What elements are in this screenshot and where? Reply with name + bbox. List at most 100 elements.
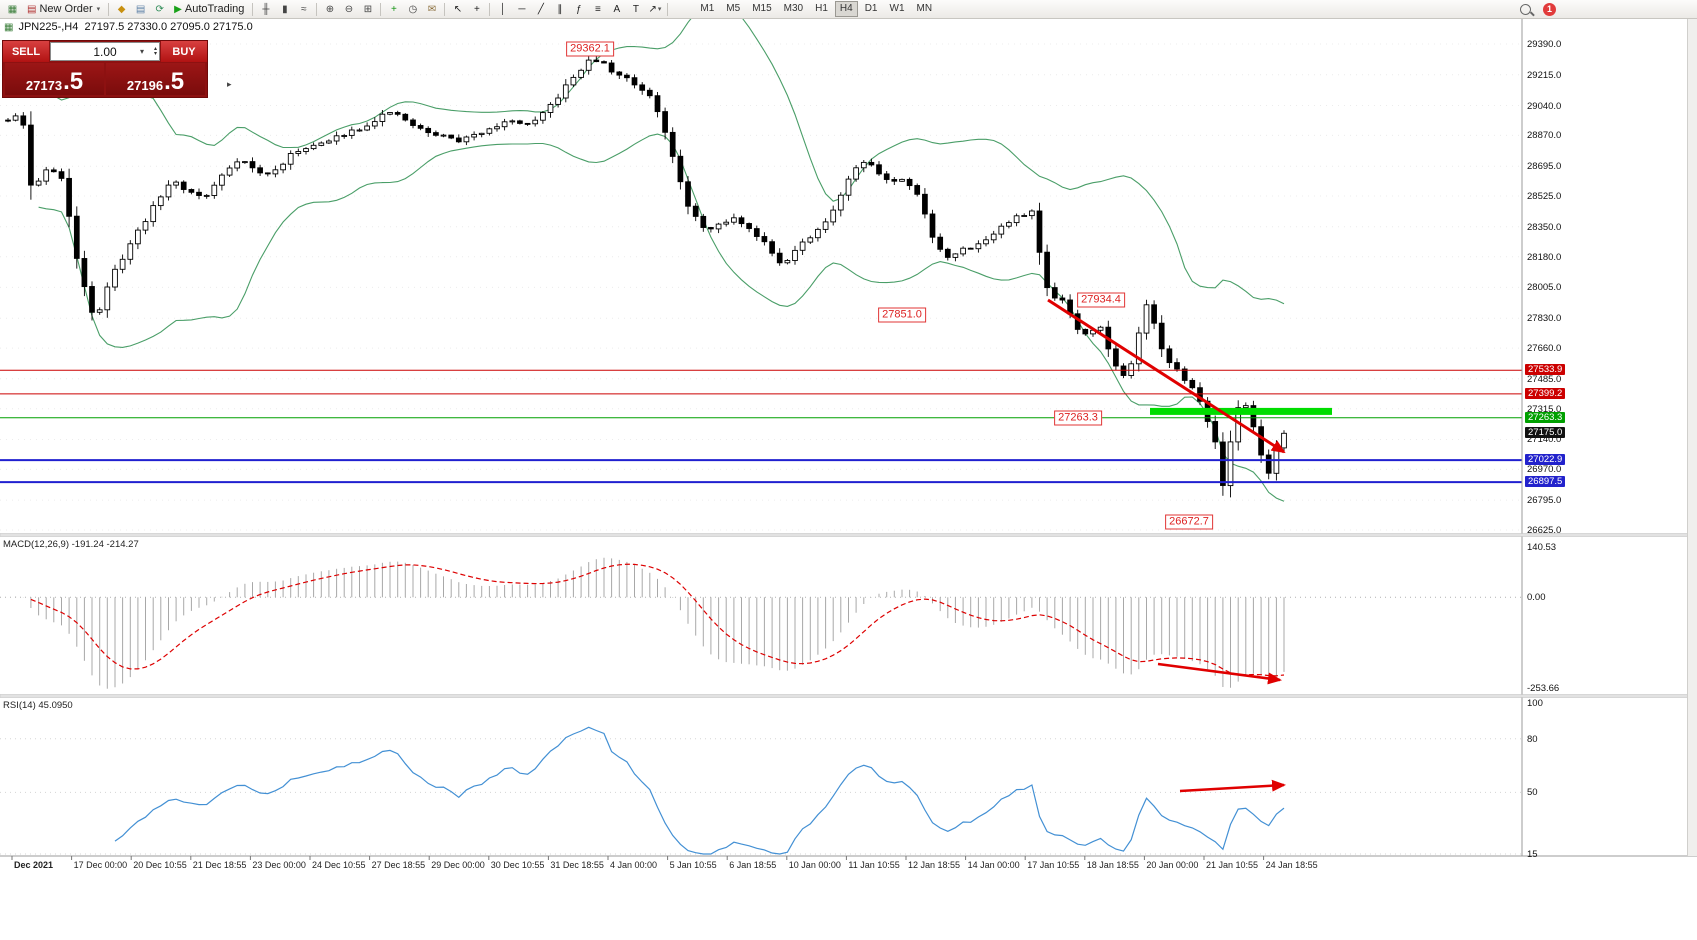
rsi-axis-label: 15 bbox=[1527, 849, 1538, 860]
search-icon[interactable] bbox=[1517, 2, 1534, 17]
vertical-line-icon[interactable]: │ bbox=[499, 3, 507, 15]
volume-up-icon[interactable]: ▴ bbox=[153, 45, 157, 52]
date-axis-label: 29 Dec 00:00 bbox=[431, 860, 485, 870]
dropdown-caret-icon: ▾ bbox=[657, 6, 662, 13]
price-callout: 27851.0 bbox=[878, 307, 926, 322]
cursor-icon[interactable]: ↖ bbox=[453, 3, 463, 15]
price-axis-label: 26625.0 bbox=[1527, 525, 1562, 536]
price-callout: 26672.7 bbox=[1165, 514, 1213, 530]
toolbar-separator bbox=[108, 2, 110, 16]
indicators-icon[interactable]: + bbox=[390, 3, 397, 15]
date-axis-label: 20 Dec 10:55 bbox=[133, 860, 187, 870]
chart-symbol-icon: ▦ bbox=[4, 21, 14, 33]
date-axis-label: 31 Dec 18:55 bbox=[550, 860, 604, 870]
line-chart-icon[interactable]: ≈ bbox=[301, 3, 307, 15]
bar-chart-icon[interactable]: ╫ bbox=[262, 3, 270, 15]
date-axis-label: 24 Jan 18:55 bbox=[1265, 860, 1318, 870]
price-axis-tag: 26897.5 bbox=[1525, 476, 1566, 488]
channel-icon[interactable]: ∥ bbox=[557, 3, 563, 15]
price-axis-label: 27485.0 bbox=[1527, 373, 1562, 385]
vertical-scrollbar[interactable] bbox=[1687, 19, 1697, 856]
zoom-in-icon[interactable]: ⊕ bbox=[325, 3, 335, 15]
periods-icon[interactable]: ◷ bbox=[408, 3, 418, 15]
volume-value[interactable]: 1.00 bbox=[93, 44, 117, 59]
price-axis-label: 28350.0 bbox=[1527, 221, 1562, 233]
date-axis-label: 17 Jan 10:55 bbox=[1027, 860, 1080, 870]
date-axis-label: 27 Dec 18:55 bbox=[371, 860, 426, 870]
timeframe-m5[interactable]: M5 bbox=[726, 3, 741, 14]
metaeditor-icon[interactable]: ◆ bbox=[117, 3, 126, 15]
price-axis-label: 26970.0 bbox=[1527, 464, 1562, 476]
sell-button[interactable]: SELL bbox=[3, 41, 49, 62]
timeframe-d1[interactable]: D1 bbox=[864, 3, 878, 14]
date-axis-label: 21 Jan 10:55 bbox=[1206, 860, 1259, 870]
print-icon[interactable]: ▤ bbox=[135, 3, 146, 15]
price-axis-label: 27140.0 bbox=[1527, 434, 1562, 446]
volume-spinner[interactable]: ▴ ▾ bbox=[153, 45, 157, 57]
price-axis-label: 28695.0 bbox=[1527, 161, 1562, 173]
timeframe-m30[interactable]: M30 bbox=[783, 3, 804, 14]
price-axis-tag: 27175.0 bbox=[1525, 427, 1566, 439]
tile-windows-icon[interactable]: ⊞ bbox=[363, 3, 373, 15]
date-axis-label: 30 Dec 10:55 bbox=[490, 860, 545, 870]
timeframe-mn[interactable]: MN bbox=[916, 3, 933, 14]
fibonacci-icon[interactable]: ƒ bbox=[576, 3, 582, 15]
price-axis-label: 27660.0 bbox=[1527, 343, 1562, 355]
crosshair-icon[interactable]: + bbox=[473, 3, 480, 15]
date-axis-label: 6 Jan 18:55 bbox=[729, 860, 777, 870]
rsi-axis-label: 80 bbox=[1527, 733, 1538, 745]
chart-window-icon[interactable]: ▦ bbox=[7, 3, 18, 15]
timeframe-m1[interactable]: M1 bbox=[700, 3, 715, 14]
date-axis-label: 11 Jan 10:55 bbox=[848, 860, 900, 870]
date-axis-label: 24 Dec 10:55 bbox=[312, 860, 366, 870]
buy-price-frac: .5 bbox=[164, 68, 185, 95]
autotrading-button[interactable]: ▶ AutoTrading bbox=[169, 2, 249, 17]
one-click-trading-panel: SELL 1.00 ▾ ▴ ▾ BUY 27173.5 27196.5 bbox=[2, 40, 208, 98]
notification-badge[interactable]: 1 bbox=[1543, 2, 1556, 16]
sell-price[interactable]: 27173.5 bbox=[5, 63, 104, 95]
arrows-tool-icon[interactable]: ↗ ▾ bbox=[648, 3, 662, 15]
chart-title-text: JPN225-,H4 27197.5 27330.0 27095.0 27175… bbox=[18, 21, 253, 33]
date-axis-label: 14 Jan 00:00 bbox=[967, 860, 1020, 870]
refresh-icon[interactable]: ⟳ bbox=[155, 3, 164, 15]
text-icon[interactable]: A bbox=[613, 3, 621, 15]
text-label-icon[interactable]: T bbox=[632, 3, 639, 15]
sell-price-int: 27173 bbox=[25, 78, 63, 93]
macd-axis-label: -253.66 bbox=[1527, 683, 1560, 694]
toolbar-separator bbox=[489, 2, 491, 16]
volume-down-icon[interactable]: ▾ bbox=[153, 50, 157, 57]
timeframe-h1[interactable]: H1 bbox=[815, 3, 828, 14]
toolbar-right-group: 1 bbox=[1516, 2, 1556, 17]
price-axis-tag: 27533.9 bbox=[1525, 364, 1566, 376]
timeframe-w1[interactable]: W1 bbox=[889, 3, 905, 14]
templates-icon[interactable]: ✉ bbox=[427, 3, 437, 15]
price-axis-label: 28180.0 bbox=[1527, 251, 1562, 263]
panel-toggle-arrow[interactable]: ▸ bbox=[227, 79, 232, 89]
price-axis-tag: 27399.2 bbox=[1525, 387, 1566, 399]
timeframe-h4[interactable]: H4 bbox=[834, 1, 858, 17]
date-axis-label: 12 Jan 18:55 bbox=[908, 860, 961, 870]
volume-input[interactable]: 1.00 ▾ ▴ ▾ bbox=[50, 42, 160, 61]
rsi-label: RSI(14) 45.0950 bbox=[3, 700, 73, 711]
buy-price[interactable]: 27196.5 bbox=[106, 63, 205, 95]
candlestick-chart-icon[interactable]: ▮ bbox=[282, 3, 288, 15]
date-axis-label: 17 Dec 00:00 bbox=[73, 860, 128, 870]
shapes-icon[interactable]: ≡ bbox=[594, 3, 601, 15]
date-axis-label: 4 Jan 00:00 bbox=[610, 860, 658, 870]
timeframe-toolbar: M1 M5 M15 M30 H1 H4 D1 W1 MN bbox=[695, 1, 937, 17]
sell-price-frac: .5 bbox=[63, 68, 84, 95]
one-click-price-row: 27173.5 27196.5 bbox=[3, 62, 207, 97]
zoom-out-icon[interactable]: ⊖ bbox=[344, 3, 354, 15]
date-axis-label: 10 Jan 00:00 bbox=[788, 860, 841, 870]
buy-button[interactable]: BUY bbox=[161, 41, 207, 62]
timeframe-m15[interactable]: M15 bbox=[752, 3, 772, 14]
volume-dropdown-caret-icon[interactable]: ▾ bbox=[139, 47, 144, 56]
new-order-button[interactable]: ▤ New Order ▾ bbox=[22, 2, 105, 17]
price-axis-label: 27830.0 bbox=[1527, 313, 1562, 325]
trendline-icon[interactable]: ╱ bbox=[537, 3, 544, 15]
price-callout: 27934.4 bbox=[1077, 292, 1125, 308]
horizontal-line-icon[interactable]: ─ bbox=[518, 3, 526, 15]
autotrading-label: AutoTrading bbox=[184, 3, 245, 15]
rsi-axis-label: 100 bbox=[1527, 698, 1543, 709]
